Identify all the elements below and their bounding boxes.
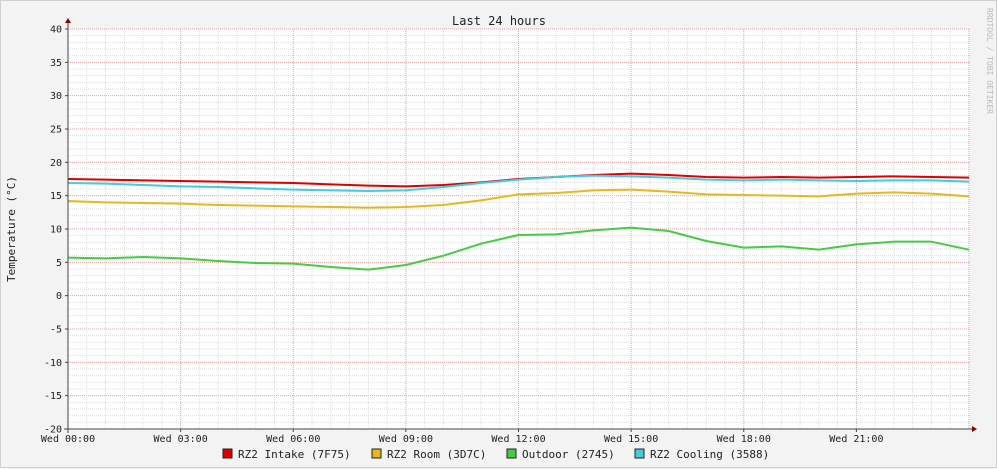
legend-swatch [506,448,517,459]
x-tick-label: Wed 18:00 [717,434,771,445]
y-tick-label: 0 [56,291,62,302]
x-tick-labels: Wed 00:00 Wed 03:00 Wed 06:00 Wed 09:00 Wed … [41,429,883,445]
y-tick-label: 15 [50,191,62,202]
series-line-2 [67,226,970,271]
series-group [67,172,970,271]
x-tick-label: Wed 06:00 [266,434,320,445]
legend-label: RZ2 Intake (7F75) [238,448,351,461]
x-tick-label: Wed 00:00 [41,434,95,445]
y-tick-labels: 40 35 30 25 20 15 10 5 0 -5 -10 -15 -20 [44,25,68,436]
chart-title: Last 24 hours [452,14,546,28]
y-tick-label: 20 [50,158,62,169]
x-tick-label: Wed 09:00 [379,434,433,445]
legend-label: Outdoor (2745) [522,448,615,461]
y-axis-label: Temperature (°C) [5,176,18,282]
legend-swatch [634,448,645,459]
y-tick-label: 40 [50,25,62,36]
legend-swatch [371,448,382,459]
y-tick-label: -15 [44,391,62,402]
legend-label: RZ2 Cooling (3588) [650,448,769,461]
y-axis-arrow-icon [65,18,71,23]
y-tick-label: -20 [44,425,62,436]
y-tick-label: 5 [56,258,62,269]
y-tick-label: 25 [50,125,62,136]
x-tick-label: Wed 12:00 [491,434,545,445]
y-tick-label: 30 [50,91,62,102]
x-axis-arrow-icon [972,426,977,432]
x-tick-label: Wed 03:00 [154,434,208,445]
y-tick-label: -10 [44,358,62,369]
y-tick-label: 10 [50,225,62,236]
series-line-3 [67,174,970,192]
legend-label: RZ2 Room (3D7C) [387,448,486,461]
series-line-1 [67,188,970,209]
rrdtool-watermark: RRDTOOL / TOBI OETIKER [985,8,994,114]
y-tick-label: 35 [50,58,62,69]
legend: RZ2 Intake (7F75) RZ2 Room (3D7C) Outdoor … [222,448,769,461]
y-tick-label: -5 [50,325,62,336]
x-tick-label: Wed 21:00 [829,434,883,445]
x-tick-label: Wed 15:00 [604,434,658,445]
legend-swatch [222,448,233,459]
